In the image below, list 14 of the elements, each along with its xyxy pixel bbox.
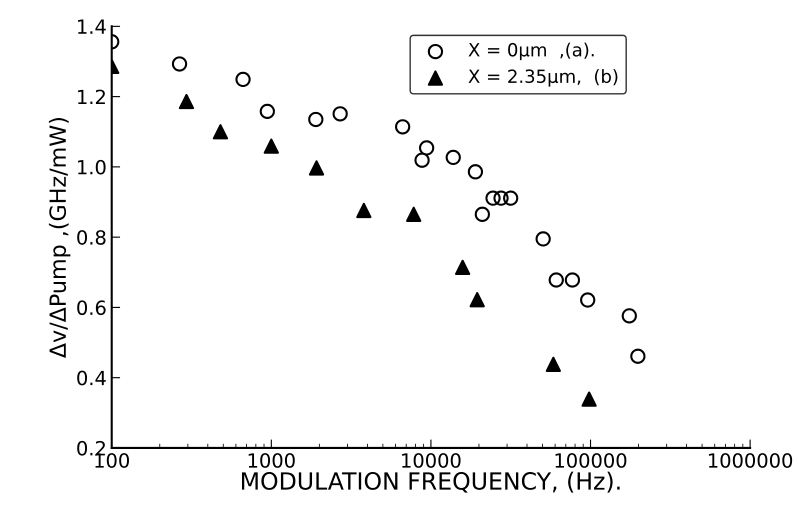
y-axis-title: Δv/ΔPump ,(GHz/mW) <box>48 118 70 358</box>
x-tick-label: 1000 <box>248 453 295 468</box>
x-axis-title: MODULATION FREQUENCY, (Hz). <box>242 472 620 493</box>
legend-label: X = 0µm ,(a). <box>468 42 594 60</box>
y-tick-label: 0.8 <box>77 230 106 245</box>
y-tick-label: 1.2 <box>78 90 105 104</box>
x-tick-label: 10000 <box>402 453 461 468</box>
legend-label: X = 2.35µm, (b) <box>468 69 618 87</box>
y-tick-label: 1.4 <box>78 20 106 34</box>
x-tick-label: 100000 <box>556 453 626 468</box>
x-tick-label: 1000000 <box>708 453 792 468</box>
y-tick-label: 0.4 <box>77 370 106 386</box>
y-tick-label: 0.6 <box>77 300 106 316</box>
y-tick-label: 1.0 <box>78 160 106 175</box>
